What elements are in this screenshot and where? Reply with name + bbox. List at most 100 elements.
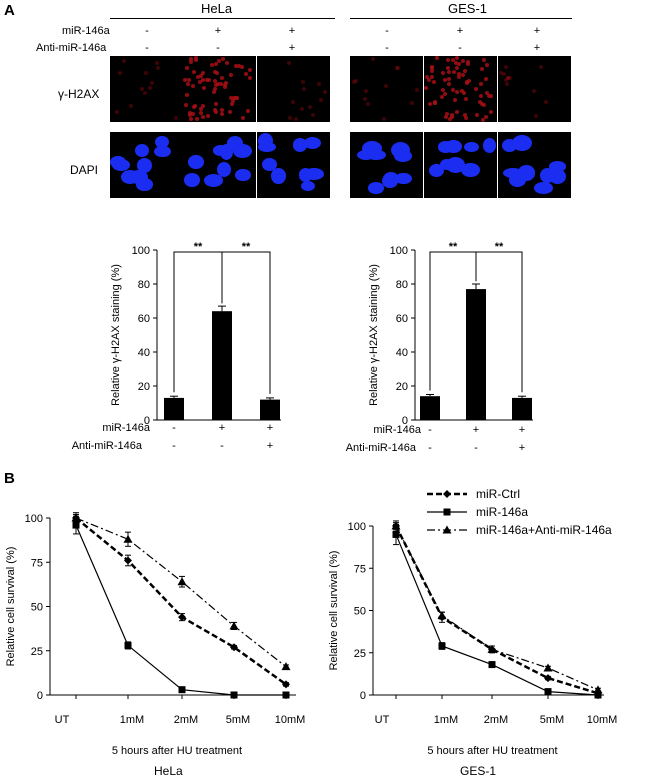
data-point <box>438 642 446 650</box>
series-line <box>394 525 599 695</box>
data-point <box>544 688 552 696</box>
data-point <box>178 613 186 622</box>
legend-label: miR-146a+Anti-miR-146a <box>476 523 612 537</box>
bar <box>212 311 232 420</box>
y-tick-label: 60 <box>138 313 150 325</box>
data-point <box>543 663 553 672</box>
dapi-micrograph <box>257 132 330 198</box>
y-tick-label: 25 <box>31 646 43 658</box>
x-tick-label: 1mM <box>120 714 144 726</box>
bar-row-label-mir146a: miR-146a <box>102 422 151 434</box>
data-point <box>593 685 603 694</box>
bar-sign: + <box>267 440 273 452</box>
bar-sign: + <box>519 442 525 454</box>
bar <box>420 396 440 420</box>
ges1-caption: GES-1 <box>460 764 497 778</box>
significance-bracket <box>475 251 523 393</box>
h2ax-micrograph <box>350 56 423 122</box>
data-point <box>124 556 132 565</box>
data-point <box>391 521 401 530</box>
y-tick-label: 40 <box>396 347 408 359</box>
y-tick-label: 0 <box>144 415 150 427</box>
y-tick-label: 75 <box>354 563 366 575</box>
legend-marker <box>443 490 451 498</box>
data-point <box>230 691 238 699</box>
significance-bracket <box>221 251 271 394</box>
data-point <box>71 513 81 522</box>
y-tick-label: 75 <box>31 557 43 569</box>
y-tick-label: 50 <box>354 606 366 618</box>
significance-label: ** <box>194 241 203 253</box>
x-tick-label: 5mM <box>540 714 564 726</box>
x-axis-label: 5 hours after HU treatment <box>112 745 242 757</box>
x-axis-label: 5 hours after HU treatment <box>427 745 557 757</box>
legend-marker <box>443 508 451 516</box>
bar-sign: + <box>267 422 273 434</box>
bar <box>164 397 184 420</box>
data-point <box>594 691 602 699</box>
y-tick-label: 0 <box>37 690 43 702</box>
x-tick-label: 2mM <box>174 714 198 726</box>
dapi-micrograph <box>424 132 497 198</box>
bar-sign: - <box>172 422 176 434</box>
data-point <box>123 534 133 543</box>
sign: + <box>533 25 541 37</box>
sign: + <box>456 25 464 37</box>
dapi-micrograph <box>498 132 571 198</box>
series-line <box>75 524 286 696</box>
data-point <box>229 621 239 630</box>
y-tick-label: 25 <box>354 648 366 660</box>
sign: + <box>214 25 222 37</box>
bar-sign: - <box>428 424 432 436</box>
significance-label: ** <box>495 241 504 253</box>
dapi-micrograph <box>183 132 256 198</box>
bar-sign: - <box>172 440 176 452</box>
bar-charts: 0 20 40 60 80 100 Relative γ-H2AX staining (%)… <box>72 241 533 454</box>
h2ax-micrograph <box>110 56 183 122</box>
bar-sign: - <box>474 442 478 454</box>
y-tick-label: 0 <box>360 690 366 702</box>
sign: + <box>533 42 541 54</box>
bar-sign: - <box>428 442 432 454</box>
ges1-rule <box>350 18 572 19</box>
y-tick-label: 80 <box>138 279 150 291</box>
dapi-micrograph <box>110 132 183 198</box>
y-tick-label: 100 <box>132 245 150 257</box>
sign: - <box>145 42 149 54</box>
x-tick-label: 2mM <box>484 714 508 726</box>
row-label-mir146a: miR-146a <box>62 25 110 37</box>
h2ax-micrograph <box>183 56 256 122</box>
sign: + <box>288 25 296 37</box>
significance-label: ** <box>242 241 251 253</box>
x-tick-label: 1mM <box>434 714 458 726</box>
x-tick-label: UT <box>55 714 70 726</box>
data-point <box>488 661 496 669</box>
x-tick-label: 10mM <box>275 714 306 726</box>
series-line <box>75 517 287 668</box>
sign: - <box>385 42 389 54</box>
legend-label: miR-146a <box>476 505 528 519</box>
bar-row-label-mir146a: miR-146a <box>373 424 422 436</box>
bar <box>512 397 532 420</box>
data-point <box>282 680 290 689</box>
data-point <box>437 611 447 620</box>
h2ax-micrograph <box>257 56 330 122</box>
panel-b-label: B <box>4 470 15 487</box>
significance-label: ** <box>449 241 458 253</box>
ges1-title: GES-1 <box>448 1 488 16</box>
sign: - <box>458 42 462 54</box>
dapi-row-label: DAPI <box>70 163 99 177</box>
data-point <box>177 577 187 586</box>
x-tick-label: 10mM <box>587 714 618 726</box>
sign: - <box>385 25 389 37</box>
data-point <box>178 686 186 694</box>
dapi-micrograph <box>350 132 423 198</box>
h2ax-micrograph <box>424 56 497 122</box>
data-point <box>281 662 291 671</box>
sign: - <box>145 25 149 37</box>
hela-rule <box>110 18 335 19</box>
bar-sign: + <box>519 424 525 436</box>
legend-marker <box>442 525 452 534</box>
legend-label: miR-Ctrl <box>476 487 520 501</box>
x-tick-label: 5mM <box>226 714 250 726</box>
